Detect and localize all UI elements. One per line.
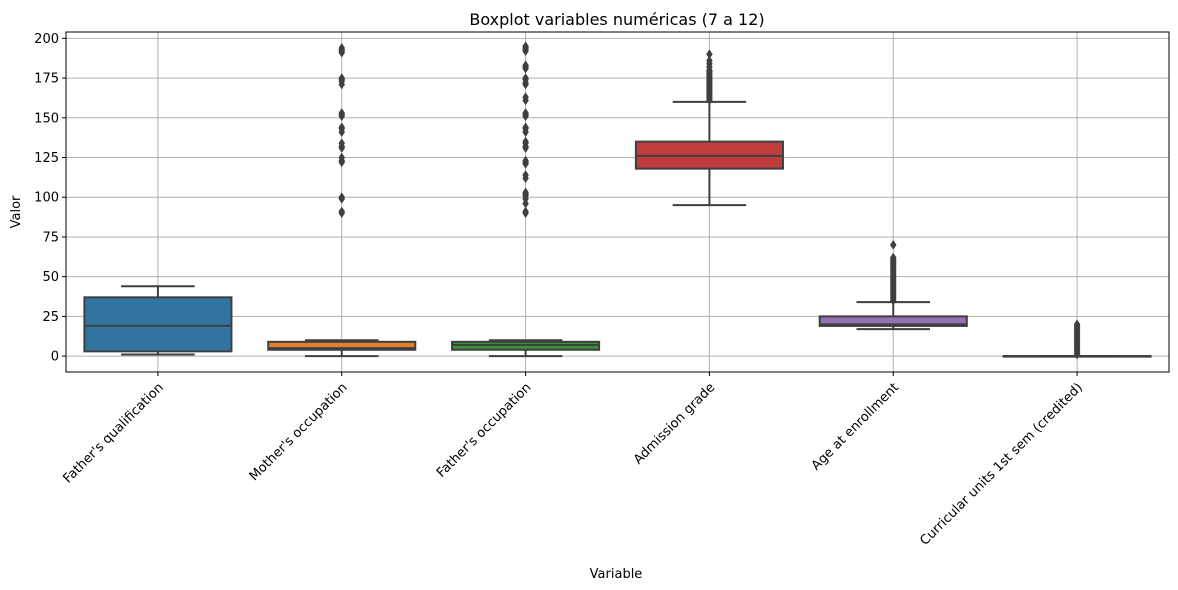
outlier-point [522,187,529,198]
plot-frame [65,31,1170,373]
x-axis-label: Variable [590,567,643,582]
y-tick-label: 75 [42,230,59,245]
outlier-point [522,92,529,103]
box-group [267,42,417,358]
outlier-point [522,170,529,180]
y-tick-label: 150 [34,111,59,126]
box [818,315,968,327]
y-tick-label: 100 [34,191,59,206]
box [267,340,417,351]
y-tick-label: 50 [42,270,59,285]
box-group [1002,319,1152,360]
outlier-point [522,60,529,71]
outlier-point [522,73,529,84]
outlier-point [522,155,529,166]
chart-title: Boxplot variables numéricas (7 a 12) [469,10,764,29]
outlier-point [338,42,346,53]
y-tick-label: 125 [34,151,59,166]
y-axis: 0 25 50 75 100 125 150 175 200 [34,32,66,365]
outlier-point [338,152,346,163]
box-group [818,239,968,331]
outlier-point [889,239,897,250]
outlier-point [889,252,897,263]
outlier-point [706,49,713,60]
outlier-point [338,73,346,84]
y-axis-label: Valor [9,195,24,228]
outlier-point [706,55,713,66]
outlier-point [522,108,529,118]
box-group [634,49,784,207]
outlier-point [522,206,529,217]
box-group [451,41,601,358]
box-group [83,285,233,356]
y-tick-label: 175 [34,72,59,87]
y-tick-label: 200 [34,32,59,47]
outlier-point [522,41,529,52]
outlier-point [522,136,529,147]
outlier-point [1073,319,1081,330]
outlier-point [338,108,346,118]
outlier-point [522,122,529,133]
outlier-point [338,138,346,149]
outlier-point [338,192,346,203]
outlier-point [338,206,346,217]
box [83,296,233,353]
y-tick-label: 0 [51,350,59,365]
boxes [83,41,1152,360]
outlier-point [338,122,346,133]
y-tick-label: 25 [42,310,59,325]
